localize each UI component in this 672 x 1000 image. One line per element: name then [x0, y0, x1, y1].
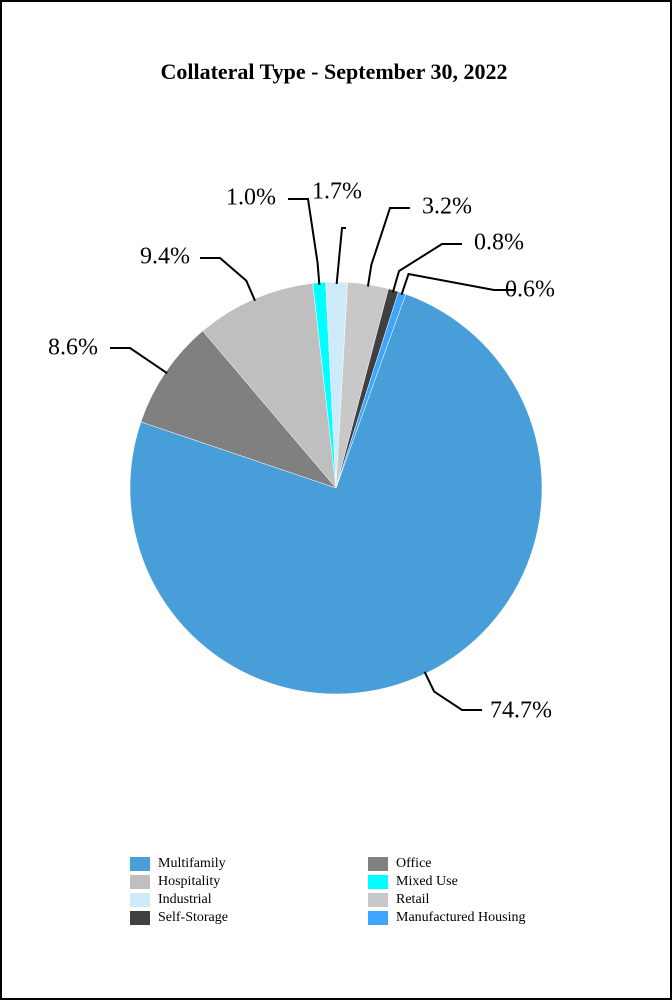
legend-swatch	[368, 911, 388, 925]
legend-swatch	[130, 893, 150, 907]
leader-line	[288, 198, 321, 285]
data-label: 74.7%	[490, 698, 552, 724]
legend-swatch	[130, 911, 150, 925]
data-label: 8.6%	[48, 335, 98, 361]
legend-label: Hospitality	[158, 874, 220, 889]
legend-label: Retail	[396, 892, 430, 907]
legend-label: Multifamily	[158, 856, 226, 871]
legend-swatch	[368, 893, 388, 907]
legend-label: Self-Storage	[158, 910, 228, 925]
data-label: 9.4%	[140, 244, 190, 270]
leader-line	[366, 207, 410, 287]
leader-line	[200, 257, 256, 302]
legend-swatch	[368, 857, 388, 871]
data-label: 1.7%	[312, 179, 362, 205]
data-label: 1.0%	[226, 185, 276, 211]
legend-swatch	[368, 875, 388, 889]
data-label: 3.2%	[422, 194, 472, 220]
leader-line	[335, 227, 346, 285]
leader-line	[423, 671, 482, 711]
legend-label: Office	[396, 856, 432, 871]
data-label: 0.6%	[505, 277, 555, 303]
legend-label: Manufactured Housing	[396, 910, 525, 925]
legend-swatch	[130, 857, 150, 871]
legend-label: Industrial	[158, 892, 212, 907]
leader-line	[391, 243, 462, 293]
leader-line	[110, 347, 168, 375]
legend-label: Mixed Use	[396, 874, 458, 889]
legend-swatch	[130, 875, 150, 889]
data-label: 0.8%	[474, 230, 524, 256]
leader-line	[400, 272, 514, 296]
chart-title: Collateral Type - September 30, 2022	[160, 59, 507, 84]
